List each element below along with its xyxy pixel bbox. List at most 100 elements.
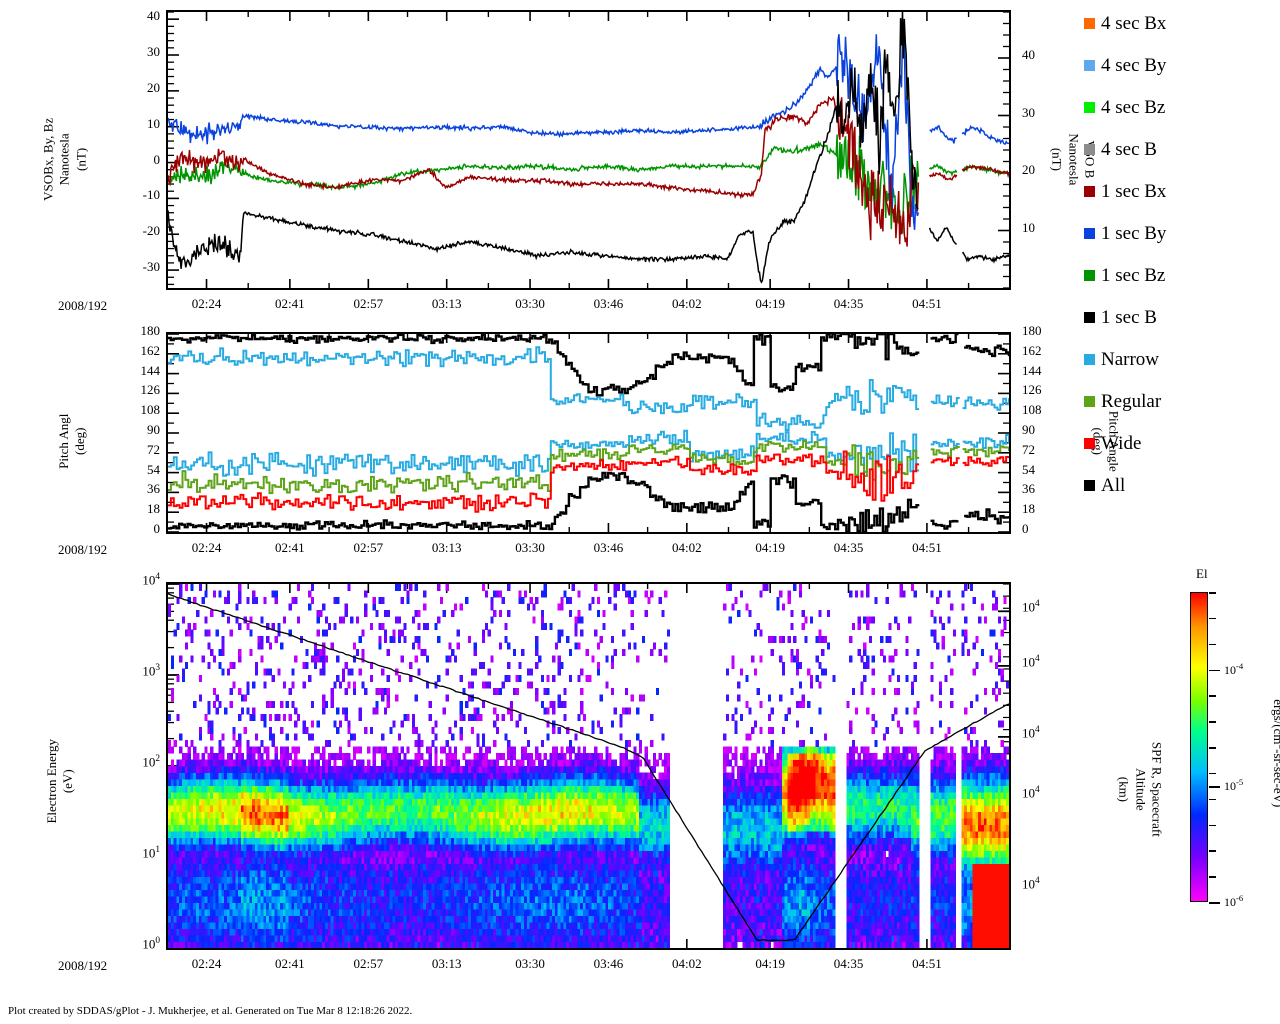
legend-item-label: 1 sec Bx <box>1101 180 1167 202</box>
tick-label: 126 <box>140 382 161 398</box>
legend-item-label: Narrow <box>1101 348 1160 370</box>
legend-swatch-icon <box>1084 311 1095 323</box>
tick-label: 104 <box>142 572 160 588</box>
legend-item-4-sec-by[interactable]: 4 sec By <box>1084 54 1166 76</box>
ylabel-line1: VSOBx, By, Bz <box>40 117 56 201</box>
tick-label: -30 <box>142 259 160 275</box>
legend-item-1-sec-bz[interactable]: 1 sec Bz <box>1084 264 1165 286</box>
colorbar <box>1190 592 1208 902</box>
tick-label: 72 <box>147 441 160 457</box>
colorbar-tick-mark <box>1209 850 1216 852</box>
tick-label: 30 <box>1022 104 1035 120</box>
colorbar-tick-mark <box>1209 876 1216 878</box>
colorbar-unit-label: ergs/(cm2-sr-sec-eV) <box>1270 653 1280 853</box>
x-tick-label: 02:24 <box>191 956 222 971</box>
spec-ylabel-r-line2: Altitude <box>1133 768 1149 811</box>
x-tick-label: 04:02 <box>672 296 702 311</box>
colorbar-tick-mark <box>1209 772 1216 775</box>
legend-item-label: 1 sec Bz <box>1101 264 1166 286</box>
tick-label: 180 <box>1022 323 1042 338</box>
legend-item-4-sec-bx[interactable]: 4 sec Bx <box>1084 12 1166 34</box>
x-tick-label: 03:13 <box>431 540 462 555</box>
legend-item-label: 4 sec B <box>1101 138 1157 160</box>
spec-ylabel-r-line1: SPF R, Spacecraft <box>1149 741 1165 837</box>
tick-label: 36 <box>1022 481 1035 497</box>
tick-label: 0 <box>153 151 161 167</box>
tick-label: 103 <box>142 663 160 679</box>
legend-item-regular[interactable]: Regular <box>1084 390 1161 412</box>
legend-swatch-icon <box>1084 59 1095 71</box>
x-tick-label: 04:19 <box>755 956 785 971</box>
legend-item-4-sec-b[interactable]: 4 sec B <box>1084 138 1157 160</box>
x-tick-label: 04:51 <box>912 296 942 311</box>
pitch-angle-ylabel-left: Pitch Angl (deg) <box>56 381 89 501</box>
tick-label: 36 <box>147 481 160 497</box>
tick-label: 54 <box>147 461 160 477</box>
legend-item-label: Wide <box>1101 432 1142 454</box>
legend-item-label: 1 sec By <box>1101 222 1167 244</box>
legend-item-all[interactable]: All <box>1084 474 1125 496</box>
footer-credit: Plot created by SDDAS/gPlot - J. Mukherj… <box>8 1005 413 1017</box>
spectrogram-ylabel-left: Electron Energy (eV) <box>44 716 77 846</box>
colorbar-tick-mark <box>1209 592 1216 594</box>
tick-label: 104 <box>1022 724 1040 741</box>
x-tick-label: 03:30 <box>515 956 545 971</box>
electron-spectrogram-plot <box>168 584 1009 948</box>
colorbar-major-tick <box>1209 902 1220 904</box>
ylabel-r-line2: Nanotesla <box>1066 133 1082 186</box>
legend-item-1-sec-by[interactable]: 1 sec By <box>1084 222 1166 244</box>
x-tick-label: 04:19 <box>755 540 785 555</box>
x-tick-label: 02:57 <box>353 956 384 971</box>
tick-label: 40 <box>1022 47 1035 62</box>
tick-label: 0 <box>1022 521 1029 536</box>
colorbar-tick-label: 10-6 <box>1224 893 1244 909</box>
legend-swatch-icon <box>1084 101 1095 113</box>
x-tick-label: 03:46 <box>593 956 624 971</box>
tick-label: 10 <box>1022 219 1035 235</box>
spec-ylabel-r-line3: (km) <box>1116 776 1132 803</box>
x-tick-label: 03:13 <box>431 296 462 311</box>
x-tick-label: 04:35 <box>833 956 864 971</box>
tick-label: 104 <box>1022 784 1040 801</box>
tick-label: 18 <box>1022 501 1035 517</box>
tick-label: 104 <box>1022 653 1040 670</box>
x-tick-label: 02:24 <box>191 540 222 555</box>
legend-swatch-icon <box>1084 143 1095 155</box>
tick-label: 30 <box>147 44 160 59</box>
tick-label: 54 <box>1022 461 1035 477</box>
legend-item-label: 4 sec Bx <box>1101 12 1167 34</box>
x-tick-label: 02:57 <box>353 296 384 311</box>
tick-label: 108 <box>1022 402 1042 418</box>
x-tick-label: 03:46 <box>593 296 624 311</box>
colorbar-major-tick <box>1209 785 1220 788</box>
legend-item-narrow[interactable]: Narrow <box>1084 348 1159 370</box>
x-tick-label: 02:41 <box>275 540 305 555</box>
legend-item-1-sec-bx[interactable]: 1 sec Bx <box>1084 180 1166 202</box>
legend-item-4-sec-bz[interactable]: 4 sec Bz <box>1084 96 1165 118</box>
legend-item-wide[interactable]: Wide <box>1084 432 1141 454</box>
x-tick-label: 04:35 <box>833 296 864 311</box>
pa-ylabel-line1: Pitch Angl <box>55 413 71 469</box>
x-tick-label: 03:13 <box>431 956 462 971</box>
x-tick-label: 02:41 <box>275 296 305 311</box>
legend-swatch-icon <box>1084 437 1095 449</box>
x-tick-label: 02:24 <box>191 296 222 311</box>
x-tick-label: 03:30 <box>515 296 545 311</box>
pitch-angle-day-label: 2008/192 <box>58 542 108 557</box>
legend-item-label: All <box>1101 474 1126 496</box>
tick-label: 108 <box>140 402 161 418</box>
legend-swatch-icon <box>1084 395 1095 407</box>
colorbar-tick-mark <box>1209 721 1216 723</box>
magnetic-field-panel <box>166 10 1011 290</box>
colorbar-tick-mark <box>1209 824 1216 826</box>
legend-swatch-icon <box>1084 227 1095 239</box>
x-tick-label: 02:57 <box>353 540 384 555</box>
x-tick-label: 04:51 <box>912 956 942 971</box>
tick-label: 180 <box>140 323 161 338</box>
colorbar-tick-mark <box>1209 747 1216 749</box>
legend-item-1-sec-b[interactable]: 1 sec B <box>1084 306 1157 328</box>
spectrogram-day-label: 2008/192 <box>58 958 108 973</box>
legend-swatch-icon <box>1084 17 1095 29</box>
tick-label: 144 <box>1022 362 1042 378</box>
